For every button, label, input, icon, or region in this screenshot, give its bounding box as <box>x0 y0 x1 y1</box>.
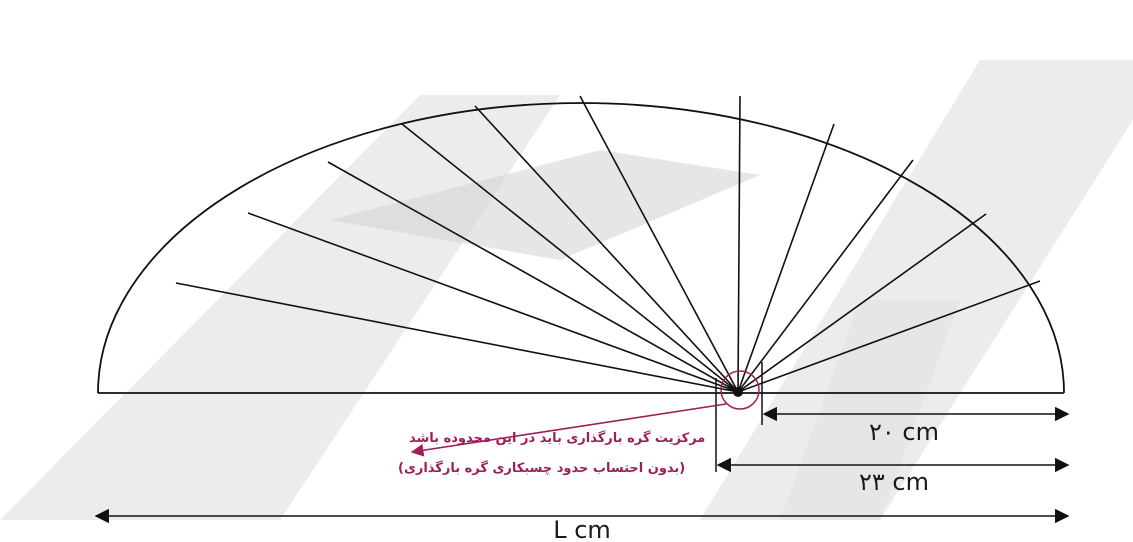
fan-arc <box>97 102 1065 394</box>
dimension-label-outer: ۲۳ cm <box>859 468 929 496</box>
radial-line-8 <box>737 123 835 393</box>
radial-line-10 <box>737 213 987 393</box>
radial-lines <box>175 95 1041 393</box>
center-point <box>733 387 743 397</box>
radial-line-5 <box>474 105 739 393</box>
radial-line-9 <box>737 159 914 393</box>
radial-line-7 <box>737 95 741 393</box>
dimension-label-total: L cm <box>553 516 611 542</box>
annotation-note-line2: (بدون احتساب حدود چسبکاری گره بارگذاری) <box>398 460 685 476</box>
radial-line-11 <box>737 280 1041 393</box>
dimension-label-inner: ۲۰ cm <box>869 418 939 446</box>
annotation-note-line1: مرکزیت گره بارگذاری باید در این محدوده ب… <box>409 430 705 446</box>
annotation-arrow <box>410 403 727 457</box>
radial-line-4 <box>401 123 739 393</box>
radial-line-3 <box>327 161 739 393</box>
watermark-logo <box>0 60 1133 520</box>
radial-line-1 <box>175 282 739 393</box>
radial-line-2 <box>247 212 739 393</box>
center-region-circle <box>720 370 760 410</box>
radial-line-6 <box>579 95 739 393</box>
